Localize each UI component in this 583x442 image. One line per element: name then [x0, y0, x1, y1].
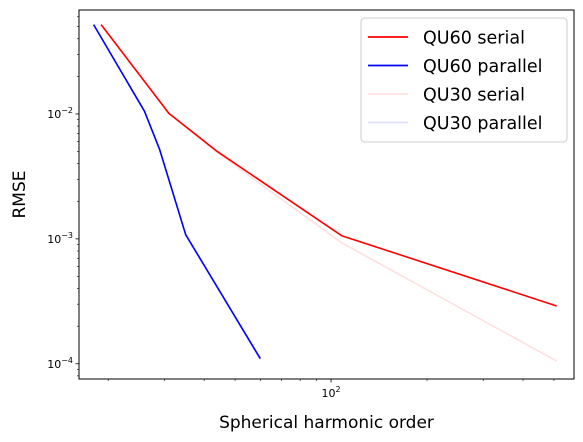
legend-box — [360, 17, 568, 143]
legend: QU60 serial QU60 parallel QU30 serial QU30 … — [360, 17, 568, 143]
legend-label-2: QU30 serial — [423, 86, 525, 106]
series-lines — [92, 24, 558, 362]
legend-label-3: QU30 parallel — [423, 114, 543, 134]
y-tick-label: 10−4 — [47, 356, 73, 371]
legend-label-0: QU60 serial — [423, 29, 525, 49]
plot-frame — [78, 9, 575, 380]
x-tick-label: 102 — [322, 385, 341, 400]
series-line-1 — [92, 24, 261, 360]
legend-label-1: QU60 parallel — [423, 57, 543, 77]
x-axis-label: Spherical harmonic order — [219, 413, 434, 433]
y-axis-label: RMSE — [10, 170, 30, 218]
series-line-3 — [92, 24, 261, 361]
axis-ticks: 10−4 10−3 10−2 102 — [47, 16, 555, 400]
y-tick-label: 10−3 — [47, 231, 73, 246]
series-line-0 — [100, 24, 557, 307]
y-tick-label: 10−2 — [47, 106, 73, 121]
